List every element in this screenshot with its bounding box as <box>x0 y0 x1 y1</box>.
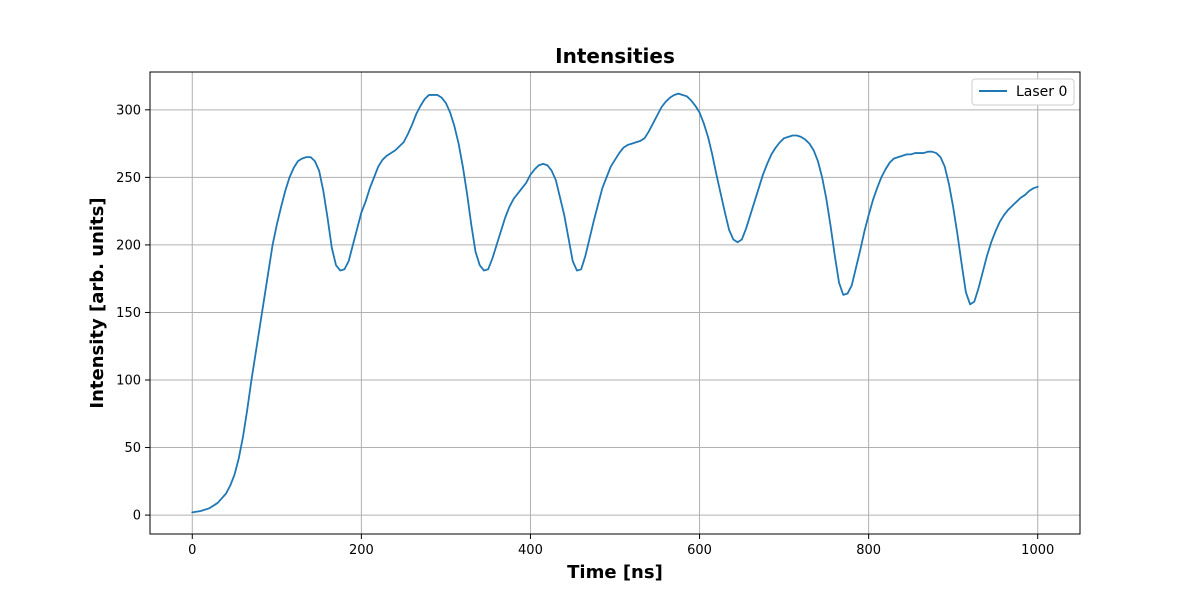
y-axis: 0 50 100 150 200 250 300 <box>116 103 150 524</box>
grid <box>150 72 1080 534</box>
legend-label-laser-0: Laser 0 <box>1016 84 1067 100</box>
y-tick-label: 200 <box>116 238 141 253</box>
y-tick-label: 100 <box>116 374 141 389</box>
legend: Laser 0 <box>971 78 1075 106</box>
x-tick-label: 1000 <box>1021 543 1054 558</box>
x-tick-label: 600 <box>687 543 712 558</box>
x-tick-label: 200 <box>349 543 374 558</box>
y-tick-label: 0 <box>133 509 141 524</box>
plot-area-background <box>150 72 1080 534</box>
legend-box <box>971 78 1075 106</box>
y-tick-label: 50 <box>124 441 141 456</box>
x-tick-label: 0 <box>188 543 196 558</box>
plot-area-frame <box>149 71 1081 535</box>
series-layer <box>191 92 1039 514</box>
chart-title: Intensities <box>555 44 675 68</box>
y-tick-label: 250 <box>116 171 141 186</box>
x-tick-label: 800 <box>856 543 881 558</box>
y-tick-label: 300 <box>116 103 141 118</box>
y-tick-label: 150 <box>116 306 141 321</box>
y-axis-title: Intensity [arb. units] <box>87 197 108 408</box>
series-line-laser-0 <box>191 92 1039 514</box>
x-axis: 0 200 400 600 800 1000 <box>188 534 1054 558</box>
x-axis-title: Time [ns] <box>567 562 663 583</box>
x-tick-label: 400 <box>518 543 543 558</box>
